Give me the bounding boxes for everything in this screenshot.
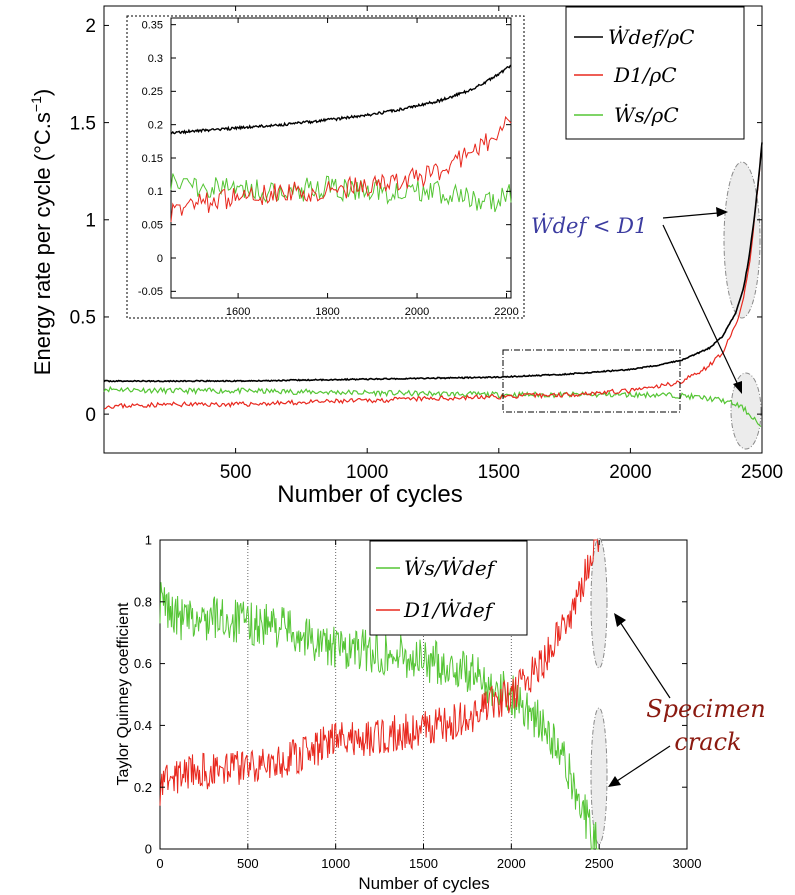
top-y-axis-label: Energy rate per cycle (°C.s−1) — [28, 89, 55, 375]
y-tick-label: 0.8 — [134, 594, 152, 609]
top-y-axis-label-main: Energy rate per cycle (°C.s — [30, 112, 55, 375]
x-tick-label: 1500 — [478, 462, 520, 483]
y-tick-label: 1 — [145, 533, 152, 548]
y-tick-label: 0.4 — [134, 718, 152, 733]
bottom-annotation-arrows — [608, 613, 671, 787]
x-tick-label: 1800 — [315, 306, 339, 318]
x-tick-label: 0 — [156, 856, 163, 871]
top-x-axis-label: Number of cycles — [277, 481, 462, 508]
legend-label-ws: Ẇs/ρC — [614, 103, 679, 127]
y-tick-label: 0.25 — [142, 86, 163, 98]
bottom-x-axis-label: Number of cycles — [358, 874, 489, 893]
top-legend: Ẇdef/ρC D1/ρC Ẇs/ρC — [565, 6, 745, 140]
y-tick-label: 0.6 — [134, 656, 152, 671]
x-tick-label: 2500 — [585, 856, 614, 871]
y-tick-label: 0.5 — [70, 308, 96, 329]
x-tick-label: 3000 — [673, 856, 702, 871]
y-tick-label: 1.5 — [70, 113, 96, 134]
legend-label-wdef: Ẇdef/ρC — [608, 25, 694, 49]
x-tick-label: 1600 — [226, 306, 250, 318]
x-tick-label: 500 — [237, 856, 259, 871]
top-series-group — [103, 142, 763, 428]
y-tick-label: 0.2 — [148, 120, 163, 132]
highlight-ellipse-lower — [590, 707, 608, 845]
top-legend-box — [565, 6, 745, 140]
inset-chart: 1600 1800 2000 2200 -0.05 0 0.05 0.1 0.15 0.2 0.25… — [126, 15, 525, 319]
y-tick-label: 0.35 — [142, 20, 163, 32]
y-tick-label: 0 — [85, 405, 96, 426]
bottom-highlight-ellipses — [590, 537, 608, 845]
zoom-region-box — [502, 349, 681, 413]
top-axis-ticks: 500 1000 1500 2000 2500 0 0.5 1 1.5 2 — [70, 6, 783, 483]
top-energy-chart: 500 1000 1500 2000 2500 0 0.5 1 1.5 2 1600 1800 200… — [28, 5, 783, 508]
legend-label-ws-ratio: Ẇs/Ẇdef — [404, 556, 498, 580]
y-tick-label: 0.05 — [142, 220, 163, 232]
x-tick-label: 2000 — [609, 462, 651, 483]
bottom-annotation-line1: Specimen — [646, 695, 766, 723]
y-tick-label: 0.15 — [142, 153, 163, 165]
top-y-axis-label-sup: −1 — [28, 96, 44, 112]
y-tick-label: -0.05 — [138, 286, 163, 298]
top-annotation-wdef-lt-d1: Ẇdef < D1 — [531, 214, 647, 238]
bottom-annotation-line2: crack — [674, 728, 741, 756]
x-tick-label: 500 — [220, 462, 252, 483]
y-tick-label: 0.2 — [134, 780, 152, 795]
x-tick-label: 2200 — [494, 306, 518, 318]
x-tick-label: 1000 — [346, 462, 388, 483]
x-tick-label: 1500 — [409, 856, 438, 871]
inset-axis-ticks: 1600 1800 2000 2200 -0.05 0 0.05 0.1 0.15 0.2 0.25… — [138, 18, 519, 318]
top-annotation-arrows — [662, 207, 742, 394]
y-tick-label: 2 — [85, 16, 96, 37]
x-tick-label: 2000 — [405, 306, 429, 318]
series-line-ws-ratio — [159, 582, 600, 850]
x-tick-label: 2500 — [741, 462, 783, 483]
x-tick-label: 1000 — [321, 856, 350, 871]
top-y-axis-label-close: ) — [30, 89, 55, 96]
bottom-legend-box — [369, 540, 528, 636]
inset-series-line-wdef — [170, 64, 512, 135]
highlight-ellipse-divergence — [723, 161, 761, 319]
y-tick-label: 0 — [145, 842, 152, 857]
series-line-ws — [103, 385, 762, 428]
inset-series-line-d1 — [170, 115, 512, 223]
x-tick-label: 2000 — [497, 856, 526, 871]
inset-series-group — [170, 64, 512, 223]
y-tick-label: 0.1 — [148, 186, 163, 198]
bottom-series-group — [159, 539, 600, 850]
series-line-wdef — [103, 142, 763, 383]
y-tick-label: 0.3 — [148, 53, 163, 65]
y-tick-label: 0 — [157, 253, 163, 265]
series-line-d1-ratio — [159, 539, 600, 806]
inset-series-line-ws — [170, 173, 512, 213]
legend-label-d1-ratio: D1/Ẇdef — [403, 598, 496, 622]
series-line-d1 — [103, 153, 762, 410]
bottom-legend: Ẇs/Ẇdef D1/Ẇdef — [369, 540, 528, 636]
bottom-y-axis-label: Taylor Quinney coefficient — [115, 602, 132, 785]
y-tick-label: 1 — [85, 210, 96, 231]
legend-label-d1: D1/ρC — [613, 63, 677, 87]
highlight-ellipse-upper — [590, 537, 608, 669]
bottom-tq-chart: 0 500 1000 1500 2000 2500 3000 0 0.2 0.4 0.6 0.8 1 Ẇ… — [115, 533, 766, 893]
